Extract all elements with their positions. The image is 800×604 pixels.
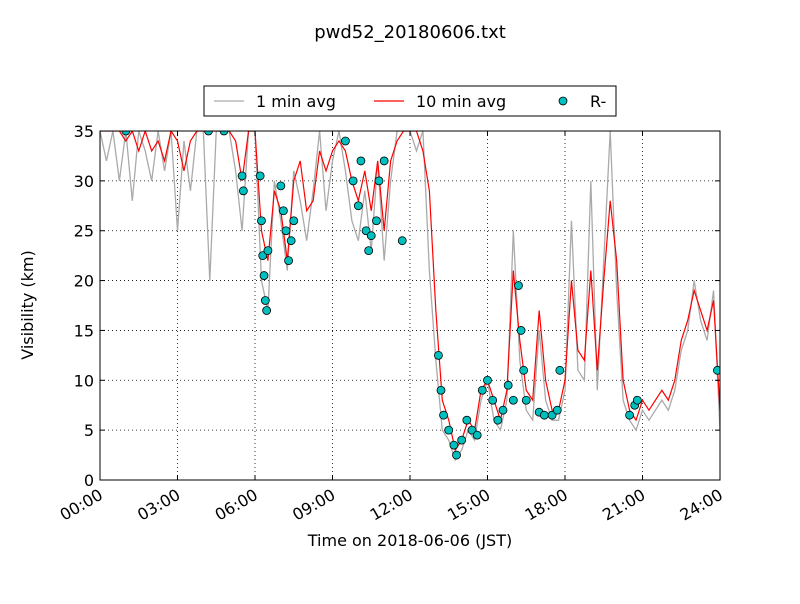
chart-title: pwd52_20180606.txt: [314, 22, 506, 43]
scatter-point: [279, 206, 288, 216]
scatter-point: [508, 395, 518, 405]
legend: 1 min avg 10 min avg R-: [203, 85, 617, 117]
y-tick-label: 20: [74, 272, 94, 291]
scatter-point: [379, 156, 389, 166]
scatter-point: [444, 425, 454, 435]
scatter-point: [276, 181, 286, 191]
scatter-point: [289, 216, 299, 226]
y-tick-label: 25: [74, 222, 94, 241]
line-series: [100, 131, 720, 462]
scatter-point: [284, 256, 293, 266]
scatter-point: [713, 365, 720, 375]
scatter-point: [263, 246, 273, 256]
scatter-point: [477, 385, 487, 395]
scatter-point: [555, 365, 565, 375]
scatter-point: [625, 410, 634, 420]
scatter-point: [121, 131, 131, 136]
legend-label: 1 min avg: [256, 92, 336, 111]
scatter-point: [204, 131, 213, 136]
scatter-point: [366, 231, 376, 241]
scatter-point: [449, 440, 459, 450]
scatter-point: [439, 410, 448, 420]
scatter-point: [397, 236, 407, 246]
scatter-point: [452, 450, 461, 460]
scatter-point: [503, 380, 513, 390]
legend-marker: [558, 96, 568, 106]
scatter-point: [237, 171, 247, 181]
scatter-point: [539, 410, 549, 420]
scatter-point: [356, 156, 366, 166]
scatter-point: [519, 365, 529, 375]
scatter-point: [632, 395, 642, 405]
scatter-point: [260, 296, 270, 305]
legend-box: [203, 85, 617, 117]
scatter-point: [462, 415, 472, 425]
y-tick-label: 15: [74, 321, 94, 340]
scatter-point: [219, 131, 229, 136]
scatter-point: [436, 385, 446, 395]
scatter-point: [259, 271, 269, 280]
scatter-point: [257, 216, 266, 226]
scatter-point: [516, 326, 526, 335]
scatter-point: [493, 415, 503, 425]
y-tick-label: 35: [74, 122, 94, 141]
y-tick-label: 0: [84, 471, 94, 490]
y-tick-label: 10: [74, 371, 94, 390]
scatter-point: [498, 405, 508, 415]
scatter-point: [341, 136, 350, 146]
x-axis-label: Time on 2018-06-06 (JST): [307, 531, 512, 550]
y-tick-label: 30: [74, 172, 94, 191]
legend-label: R-: [590, 92, 606, 111]
scatter-point: [286, 236, 296, 246]
scatter-point: [281, 226, 291, 236]
scatter-point: [374, 176, 384, 186]
scatter-point: [457, 435, 467, 445]
scatter-point: [364, 246, 374, 256]
scatter-point: [434, 350, 443, 360]
scatter-point: [552, 405, 562, 415]
scatter-point: [521, 395, 531, 405]
scatter-point: [488, 395, 498, 405]
legend-label: 10 min avg: [416, 92, 506, 111]
scatter-point: [238, 186, 248, 196]
scatter-point: [255, 171, 265, 181]
y-tick-label: 5: [84, 421, 94, 440]
line-series: [100, 131, 720, 452]
scatter-point: [353, 201, 363, 211]
y-axis-label: Visibility (km): [18, 250, 37, 359]
scatter-point: [348, 176, 358, 186]
scatter-point: [262, 306, 272, 315]
scatter-point: [372, 216, 381, 226]
scatter-point: [514, 281, 523, 290]
plot-area: [100, 131, 720, 462]
scatter-point: [483, 375, 492, 385]
scatter-point: [472, 430, 482, 440]
